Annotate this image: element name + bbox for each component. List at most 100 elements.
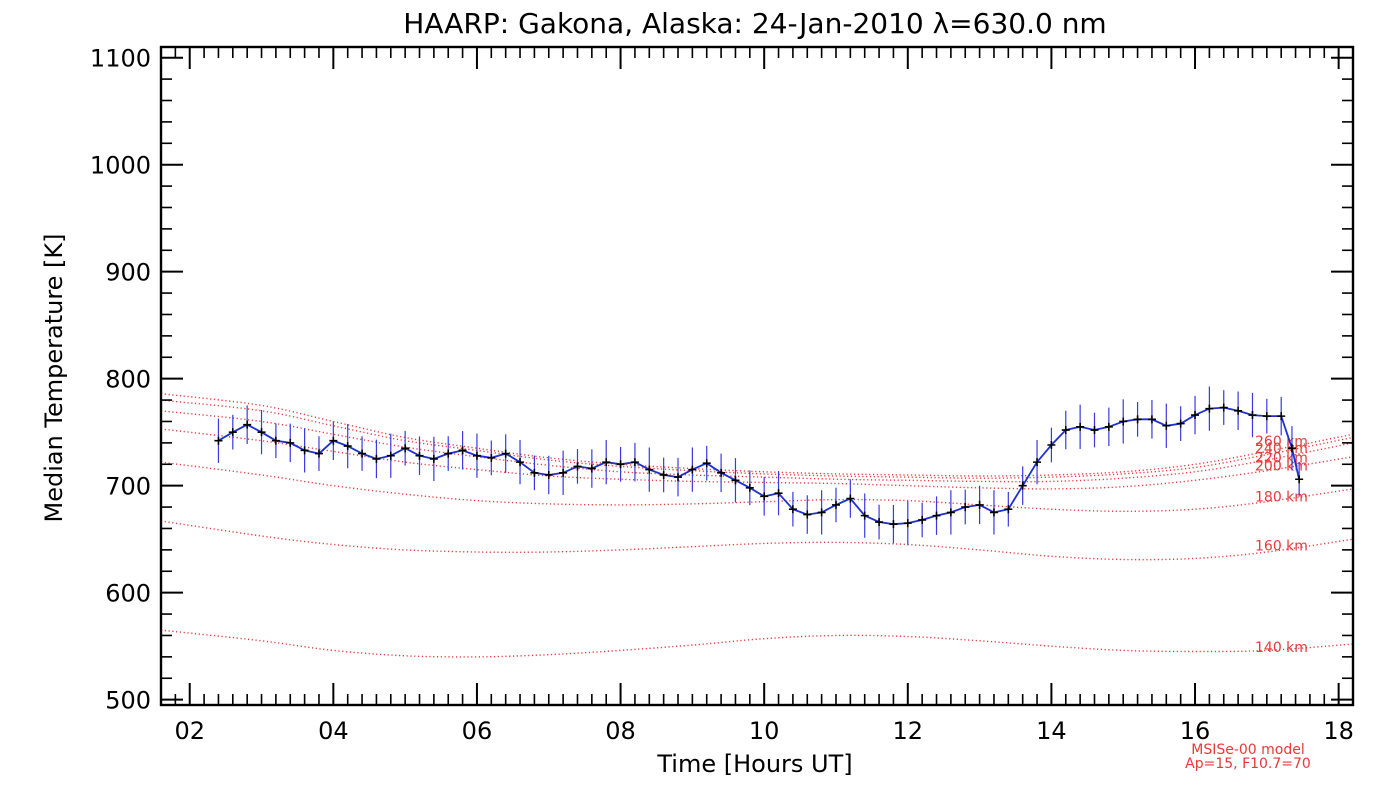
y-tick-label: 500 [105, 687, 151, 715]
data-point [645, 465, 654, 474]
data-point [386, 451, 395, 460]
model-curve [160, 393, 1354, 477]
data-point [903, 519, 912, 528]
data-point [1076, 422, 1085, 431]
x-tick-label: 04 [318, 717, 349, 745]
data-point [1162, 421, 1171, 430]
model-curve [160, 410, 1354, 483]
data-point [1104, 422, 1113, 431]
x-tick-label: 16 [1180, 717, 1211, 745]
measured-series [214, 403, 1304, 529]
data-point [1287, 444, 1296, 453]
data-point [487, 453, 496, 462]
y-tick-label: 800 [105, 366, 151, 394]
data-point [946, 508, 955, 517]
data-point [458, 446, 467, 455]
y-tick-label: 600 [105, 580, 151, 608]
x-tick-label: 18 [1323, 717, 1354, 745]
data-point [918, 515, 927, 524]
x-tick-label: 12 [893, 717, 924, 745]
data-point [875, 518, 884, 527]
model-curve-label: 200 km [1255, 459, 1308, 475]
data-point [228, 428, 237, 437]
data-point [1033, 458, 1042, 467]
chart-title: HAARP: Gakona, Alaska: 24-Jan-2010 λ=630… [403, 7, 1106, 40]
data-point [472, 451, 481, 460]
data-point [731, 476, 740, 485]
data-point [932, 511, 941, 520]
error-bars [217, 386, 1300, 546]
data-point [961, 503, 970, 512]
x-tick-label: 14 [1036, 717, 1067, 745]
model-note-line-2: Ap=15, F10.7=70 [1185, 756, 1311, 772]
y-tick-label: 1100 [90, 45, 151, 73]
data-point [444, 449, 453, 458]
data-point [616, 460, 625, 469]
data-point [1219, 403, 1228, 412]
data-point [544, 470, 553, 479]
data-point [831, 500, 840, 509]
x-tick-label: 08 [605, 717, 636, 745]
data-point [1248, 411, 1257, 420]
data-point [975, 500, 984, 509]
model-curve [160, 399, 1354, 479]
data-point [587, 464, 596, 473]
data-point [214, 436, 223, 445]
model-curve-label: 140 km [1255, 640, 1308, 656]
model-curve [160, 629, 1354, 658]
x-axis-label: Time [Hours UT] [656, 750, 852, 778]
data-point [1176, 419, 1185, 428]
model-curve [160, 520, 1354, 561]
data-point [817, 508, 826, 517]
data-point [1205, 404, 1214, 413]
model-curve-label: 160 km [1255, 539, 1308, 555]
data-point [674, 473, 683, 482]
data-point [314, 449, 323, 458]
data-point [286, 438, 295, 447]
model-note-line-1: MSISe-00 model [1191, 742, 1305, 758]
data-point [1295, 475, 1304, 484]
data-point [602, 458, 611, 467]
y-tick-label: 700 [105, 473, 151, 501]
data-point [717, 468, 726, 477]
model-curve-label: 180 km [1255, 489, 1308, 505]
model-curve-label: 260 km [1255, 434, 1308, 450]
data-point [300, 446, 309, 455]
data-point [343, 442, 352, 451]
data-point [1119, 417, 1128, 426]
data-point [358, 449, 367, 458]
data-point [415, 451, 424, 460]
data-point [1234, 406, 1243, 415]
plot-frame [159, 45, 1355, 707]
data-point [501, 449, 510, 458]
data-point [774, 489, 783, 498]
x-tick-label: 10 [749, 717, 780, 745]
y-axis-label: Median Temperature [K] [40, 233, 68, 522]
data-point [257, 428, 266, 437]
plot-axes: 500 600 700 800 900 1000 1100 02 04 06 08 10 12 14 16 1… [90, 45, 1355, 745]
data-point [1277, 412, 1286, 421]
data-point [1147, 415, 1156, 424]
data-point [530, 468, 539, 477]
y-tick-label: 1000 [90, 152, 151, 180]
data-point [846, 494, 855, 503]
data-point [1018, 481, 1027, 490]
data-point [1004, 505, 1013, 514]
data-point [745, 483, 754, 492]
data-point [803, 510, 812, 519]
data-point [372, 454, 381, 463]
data-point [516, 458, 525, 467]
y-tick-label: 900 [105, 259, 151, 287]
data-point [1061, 426, 1070, 435]
data-point [760, 492, 769, 501]
model-curve-label: 240 km [1255, 441, 1308, 457]
x-tick-label: 02 [174, 717, 205, 745]
data-point [788, 505, 797, 514]
data-point [889, 520, 898, 529]
data-point [573, 462, 582, 471]
model-curve [160, 428, 1354, 490]
data-point [1047, 441, 1056, 450]
data-point [271, 436, 280, 445]
